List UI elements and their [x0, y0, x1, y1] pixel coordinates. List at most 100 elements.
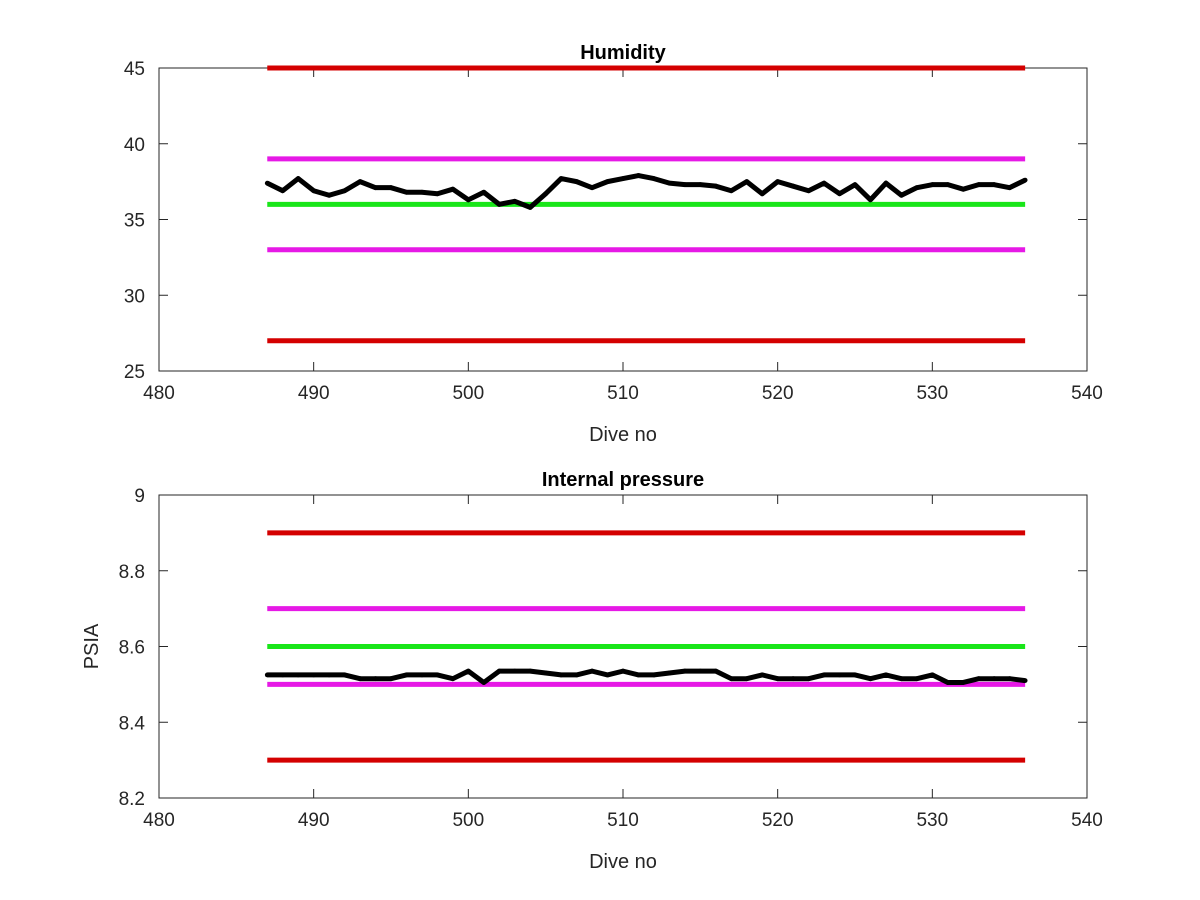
- chart-0-series-0-point-47: [991, 182, 997, 188]
- chart-0-xlabel: Dive no: [589, 424, 657, 446]
- chart-0-series-0-point-9: [404, 189, 409, 195]
- chart-1-xtick-label-6: 540: [1071, 810, 1103, 831]
- chart-1-series-0-point-34: [790, 676, 796, 682]
- chart-0-series-0-point-12: [450, 186, 456, 192]
- chart-1-series-line-0: [267, 668, 1026, 685]
- chart-0-series-0-point-15: [496, 201, 502, 207]
- chart-1-series-0-point-29: [713, 668, 719, 674]
- chart-1-series-0-point-46: [976, 676, 982, 682]
- chart-1-ytick-label-3: 8.8: [119, 562, 145, 583]
- chart-0-title: Humidity: [580, 42, 666, 64]
- chart-0-series-0-point-22: [605, 179, 610, 185]
- chart-0-series-0-point-19: [558, 176, 564, 181]
- chart-0-series-0-point-6: [357, 179, 363, 185]
- chart-1-series-0-point-10: [419, 672, 425, 678]
- chart-0-ytick-label-4: 45: [124, 59, 145, 80]
- chart-1-xlabel: Dive no: [589, 851, 657, 873]
- chart-1-series-0-point-22: [605, 672, 610, 678]
- chart-0-series-0-point-18: [543, 191, 549, 197]
- chart-1-ytick-label-2: 8.6: [119, 638, 145, 659]
- chart-1-xtick-label-5: 530: [916, 810, 948, 831]
- chart-1-ytick-label-0: 8.2: [119, 789, 145, 810]
- chart-1-series-0-point-18: [543, 670, 549, 676]
- chart-1-series-0-point-43: [929, 672, 935, 678]
- chart-1-series-0-point-4: [326, 672, 332, 678]
- chart-0-series-0-point-42: [914, 185, 920, 191]
- chart-1-series-0-point-25: [651, 672, 657, 678]
- chart-1-series-0-point-27: [682, 668, 688, 674]
- chart-0-series-0-point-46: [976, 182, 982, 188]
- chart-1-series-0-point-14: [481, 680, 487, 685]
- chart-1-series-0-point-11: [435, 672, 440, 678]
- chart-0-series-0-point-11: [435, 191, 440, 197]
- chart-1-xtick-label-2: 500: [452, 810, 484, 831]
- chart-0-ytick-label-0: 25: [124, 362, 145, 383]
- chart-0-xtick-label-2: 500: [452, 383, 484, 404]
- chart-1-series-0-point-1: [280, 672, 286, 678]
- chart-1-xtick-label-4: 520: [762, 810, 794, 831]
- chart-1-series-0-point-45: [960, 680, 966, 685]
- chart-1-series-0-point-5: [342, 672, 347, 678]
- chart-0-xtick-label-0: 480: [143, 383, 175, 404]
- chart-0-series-line-0: [266, 173, 1027, 210]
- chart-0-series-0-point-39: [868, 197, 873, 203]
- internal-pressure-chart: 480 490 500 510 520 530 540 8.2 8.4 8.6 8.8 9 Intern…: [81, 469, 1103, 873]
- chart-0-series-0-point-0: [264, 180, 270, 186]
- chart-0-series-0-point-13: [465, 197, 471, 203]
- chart-1-series-0-point-8: [388, 676, 394, 682]
- chart-0-ytick-label-2: 35: [124, 211, 145, 232]
- chart-0-series-0-point-23: [620, 176, 626, 181]
- chart-0-series-0-point-37: [837, 191, 842, 197]
- chart-1-series-0-point-3: [311, 672, 317, 678]
- chart-1-xtick-label-0: 480: [143, 810, 175, 831]
- chart-1-xtick-label-3: 510: [607, 810, 639, 831]
- chart-1-series-0-point-7: [373, 676, 378, 682]
- chart-1-series-0-point-12: [450, 676, 456, 682]
- chart-0-series-0-point-16: [512, 198, 518, 204]
- humidity-chart: 480 490 500 510 520 530 540 25 30 35 40 45 Humidity D…: [124, 42, 1103, 446]
- chart-0-series-0-point-10: [419, 189, 425, 195]
- chart-1-series-0-point-37: [837, 672, 842, 678]
- chart-0-ytick-label-1: 30: [124, 286, 145, 307]
- chart-0-series-0-point-45: [960, 186, 966, 192]
- chart-0-series-0-point-31: [744, 179, 750, 185]
- chart-0-series-0-point-7: [373, 185, 378, 191]
- chart-0-series-0-point-17: [527, 204, 533, 210]
- chart-1-xtick-label-1: 490: [298, 810, 330, 831]
- chart-1-series-0-point-21: [589, 668, 595, 674]
- chart-0-series-0-point-3: [311, 188, 317, 194]
- chart-1-series-0-point-31: [744, 676, 750, 682]
- chart-1-series-0-point-24: [636, 672, 641, 678]
- chart-1-series-0-point-44: [945, 680, 951, 685]
- chart-1-series-0-point-33: [775, 676, 781, 682]
- chart-1-series-0-point-32: [759, 672, 765, 678]
- chart-1-series-0-point-40: [883, 672, 889, 678]
- chart-0-series-0-point-29: [713, 183, 719, 189]
- chart-0-series-0-point-21: [589, 185, 595, 191]
- chart-1-series-0-point-26: [667, 670, 672, 676]
- chart-1-series-0-point-36: [821, 672, 827, 678]
- chart-0-series-0-point-1: [280, 188, 286, 194]
- chart-1-ytick-label-1: 8.4: [119, 713, 146, 734]
- chart-1-series-0-point-17: [527, 668, 533, 674]
- chart-0-series-0-point-44: [945, 182, 951, 188]
- chart-0-series-0-point-24: [636, 173, 641, 178]
- chart-1-series-0-point-9: [404, 672, 409, 678]
- chart-1-series-0-point-49: [1022, 678, 1028, 683]
- chart-1-ytick-label-4: 9: [134, 486, 145, 507]
- chart-1-series-0-point-23: [620, 668, 626, 674]
- chart-1-series-0-point-20: [574, 672, 579, 678]
- chart-1-series-0-point-2: [295, 672, 301, 678]
- chart-1-series-0-point-6: [357, 676, 363, 682]
- chart-0-series-0-point-2: [295, 176, 301, 181]
- chart-1-series-0-point-19: [558, 672, 564, 678]
- chart-1-series-0-point-41: [899, 676, 904, 682]
- chart-0-series-0-point-43: [929, 182, 935, 188]
- chart-1-series-0-point-38: [852, 672, 858, 678]
- chart-0-series-0-point-35: [806, 188, 811, 194]
- chart-0-series-0-point-28: [697, 182, 703, 188]
- chart-1-series-0-point-28: [697, 668, 703, 674]
- chart-1-title: Internal pressure: [542, 469, 704, 491]
- chart-1-ylabel: PSIA: [81, 623, 103, 669]
